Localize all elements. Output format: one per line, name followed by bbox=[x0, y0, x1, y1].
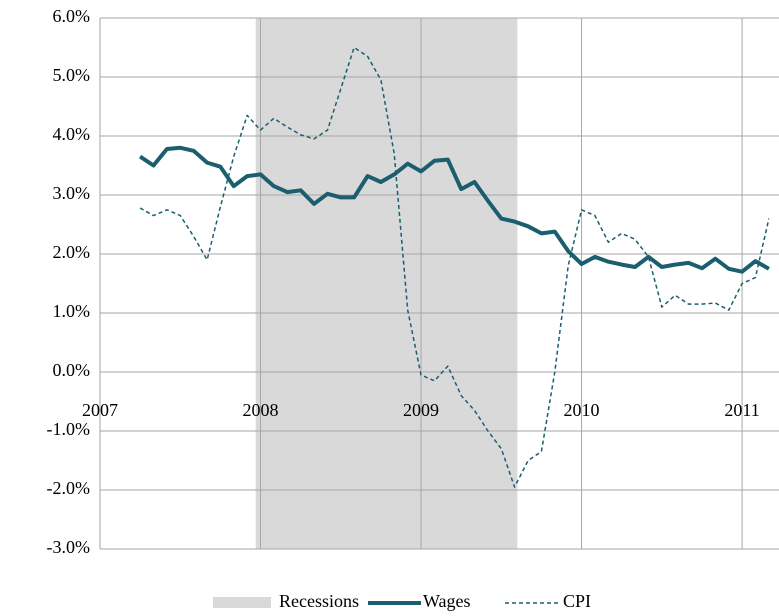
y-tick-label: 4.0% bbox=[53, 124, 91, 144]
legend-label: Recessions bbox=[279, 591, 359, 611]
y-tick-label: -3.0% bbox=[47, 537, 91, 557]
y-tick-label: 2.0% bbox=[53, 242, 91, 262]
x-tick-label: 2010 bbox=[564, 400, 600, 420]
y-tick-label: -1.0% bbox=[47, 419, 91, 439]
recession-band bbox=[255, 18, 518, 549]
legend-swatch bbox=[213, 597, 271, 608]
x-tick-label: 2009 bbox=[403, 400, 439, 420]
y-tick-label: 6.0% bbox=[53, 6, 91, 26]
series-line bbox=[138, 145, 770, 274]
y-tick-label: 5.0% bbox=[53, 65, 91, 85]
legend: Recessions Wages CPI bbox=[213, 591, 591, 611]
y-tick-label: 0.0% bbox=[53, 360, 91, 380]
series-line bbox=[139, 46, 770, 488]
y-tick-label: 3.0% bbox=[53, 183, 91, 203]
x-tick-label: 2008 bbox=[243, 400, 279, 420]
legend-label: Wages bbox=[423, 591, 471, 611]
legend-label: CPI bbox=[563, 591, 591, 611]
y-tick-label: 1.0% bbox=[53, 301, 91, 321]
x-tick-label: 2011 bbox=[724, 400, 759, 420]
y-tick-label: -2.0% bbox=[47, 478, 91, 498]
